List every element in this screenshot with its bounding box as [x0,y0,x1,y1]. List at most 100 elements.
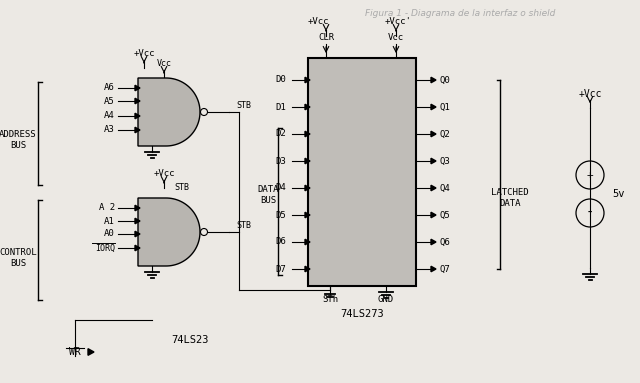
Text: A6: A6 [104,83,115,93]
Polygon shape [431,212,436,218]
Polygon shape [135,205,140,211]
Polygon shape [138,78,200,146]
Text: 15: 15 [312,129,321,139]
Text: 19: 19 [403,75,413,85]
Text: A 2: A 2 [99,203,115,213]
Text: 11: 11 [325,275,335,285]
Text: A5: A5 [104,97,115,105]
Text: 2: 2 [142,203,147,213]
Text: 6: 6 [406,211,410,219]
Polygon shape [135,85,140,91]
Text: Figura 1 - Diagrama de la interfaz o shield: Figura 1 - Diagrama de la interfaz o shi… [365,10,555,18]
Polygon shape [431,104,436,110]
Text: +Vcc: +Vcc [133,49,155,59]
Polygon shape [431,185,436,191]
Text: +Vcc: +Vcc [307,18,329,26]
Text: A1: A1 [104,216,115,226]
Text: 1: 1 [324,62,328,70]
Text: -: - [586,206,594,220]
Polygon shape [305,77,310,83]
Polygon shape [135,113,140,119]
Polygon shape [431,239,436,245]
Text: Q0: Q0 [440,75,451,85]
Text: IORQ: IORQ [95,244,115,252]
Text: +Vcc: +Vcc [153,170,175,178]
Text: 15: 15 [153,216,163,226]
Text: 7: 7 [193,232,197,242]
Text: 6: 6 [143,254,148,262]
Text: STB: STB [174,183,189,193]
Polygon shape [135,98,140,104]
Text: D4: D4 [275,183,286,193]
Text: D6: D6 [275,237,286,247]
Text: 8: 8 [152,254,157,262]
Polygon shape [431,77,436,83]
Text: Vcc: Vcc [157,59,172,69]
Text: CONTROL
BUS: CONTROL BUS [0,248,37,268]
Text: D0: D0 [275,75,286,85]
Text: 7: 7 [314,211,318,219]
Text: 74LS23: 74LS23 [172,335,209,345]
Text: ADDRESS
BUS: ADDRESS BUS [0,130,37,150]
Bar [308,58,416,286]
Text: LATCHED
DATA: LATCHED DATA [491,188,529,208]
Text: 17: 17 [312,103,321,111]
Text: D3: D3 [275,157,286,165]
Text: STh: STh [322,296,338,304]
Text: Q3: Q3 [440,157,451,165]
Text: +Vcc: +Vcc [579,89,602,99]
Polygon shape [305,185,310,191]
Text: 12: 12 [166,93,175,103]
Text: Q4: Q4 [440,183,451,193]
Text: A3: A3 [104,126,115,134]
Text: 16: 16 [166,82,175,90]
Text: 3: 3 [314,265,318,273]
Text: +: + [587,170,593,180]
Polygon shape [88,349,94,355]
Text: Q1: Q1 [440,103,451,111]
Text: DATA
BUS: DATA BUS [257,185,279,205]
Text: 10: 10 [142,126,151,134]
Text: D7: D7 [275,265,286,273]
Polygon shape [431,158,436,164]
Text: A0: A0 [104,229,115,239]
Text: 10: 10 [381,275,390,285]
Text: 3: 3 [142,216,147,226]
Text: +Vcc': +Vcc' [385,18,412,26]
Polygon shape [305,158,310,164]
Text: 12: 12 [403,157,413,165]
Polygon shape [305,266,310,272]
Text: 5v: 5v [612,189,625,199]
Text: D2: D2 [275,129,286,139]
Text: Q5: Q5 [440,211,451,219]
Text: CLR: CLR [318,33,334,43]
Polygon shape [138,198,200,266]
Text: 13: 13 [312,157,321,165]
Polygon shape [135,218,140,224]
Text: 9: 9 [193,113,197,121]
Text: 4: 4 [153,203,157,213]
Polygon shape [135,231,140,237]
Text: 11: 11 [142,111,151,121]
Text: Q2: Q2 [440,129,451,139]
Text: 8: 8 [314,183,318,193]
Text: 2: 2 [406,265,410,273]
Text: WR: WR [69,347,81,357]
Text: 74LS273: 74LS273 [340,309,384,319]
Polygon shape [431,131,436,137]
Text: 13: 13 [142,97,151,105]
Polygon shape [305,239,310,245]
Text: 5: 5 [142,229,147,239]
Polygon shape [305,104,310,110]
Text: GND: GND [378,296,394,304]
Text: STB: STB [236,221,251,229]
Polygon shape [431,266,436,272]
Text: 4: 4 [314,237,318,247]
Text: D5: D5 [275,211,286,219]
Polygon shape [135,245,140,251]
Text: Q7: Q7 [440,265,451,273]
Text: A4: A4 [104,111,115,121]
Text: STB: STB [236,100,251,110]
Text: Q6: Q6 [440,237,451,247]
Text: D1: D1 [275,103,286,111]
